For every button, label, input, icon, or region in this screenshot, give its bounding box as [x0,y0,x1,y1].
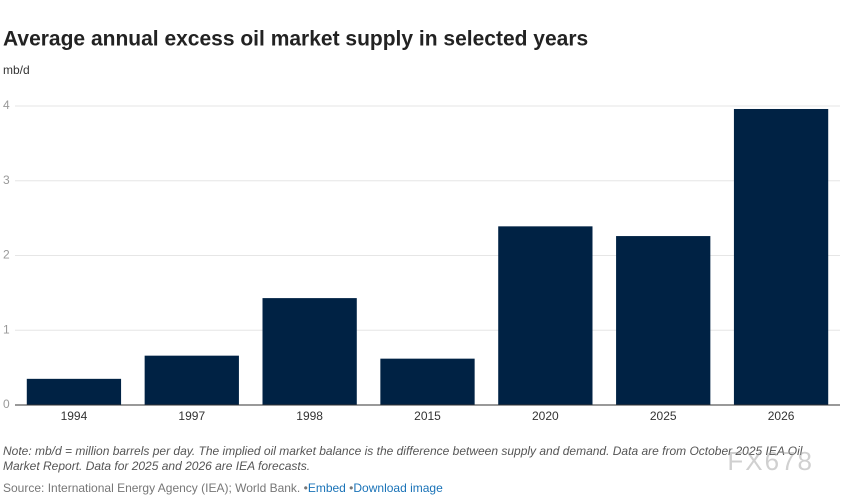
x-tick-label: 2015 [414,409,441,423]
x-tick-label: 2026 [768,409,795,423]
y-tick-label: 4 [3,98,10,112]
x-tick-label: 1997 [178,409,205,423]
bar [733,108,829,406]
x-tick-label: 1998 [296,409,323,423]
bar [616,236,711,405]
bar [144,355,239,405]
chart: Average annual excess oil market supply … [3,28,840,423]
x-tick-label: 2020 [532,409,559,423]
download-link[interactable]: Download image [346,481,443,495]
bar [498,226,593,405]
y-tick-label: 2 [3,248,10,262]
x-tick-label: 1994 [61,409,88,423]
bar [26,378,122,405]
y-axis-label: mb/d [3,63,30,77]
bar [380,358,475,405]
y-tick-label: 3 [3,173,10,187]
source-line: Source: International Energy Agency (IEA… [3,481,443,495]
x-tick-label: 2025 [650,409,677,423]
y-tick-label: 0 [3,397,10,411]
y-tick-label: 1 [3,322,10,336]
embed-link[interactable]: Embed [300,481,346,495]
source: Source: International Energy Agency (IEA… [3,481,301,495]
note: Note: mb/d = million barrels per day. Th… [3,444,803,473]
bar [262,298,357,405]
watermark: FX678 [727,446,814,476]
chart-title: Average annual excess oil market supply … [3,28,588,51]
